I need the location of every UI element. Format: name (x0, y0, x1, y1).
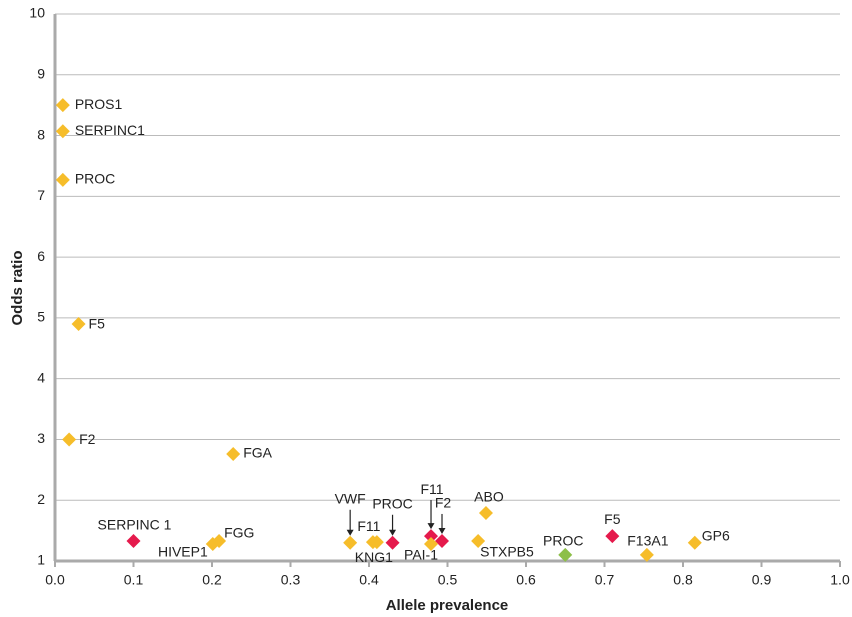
y-tick-label: 4 (37, 369, 45, 385)
point (687, 535, 702, 550)
point (369, 535, 384, 550)
point-label: F2 (435, 495, 452, 511)
arrow-head (346, 529, 354, 536)
point (62, 432, 77, 447)
point (478, 505, 493, 520)
x-tick-label: 0.2 (202, 572, 222, 588)
point (471, 533, 486, 548)
x-tick-label: 0.7 (595, 572, 615, 588)
point-label: PROC (75, 171, 115, 187)
y-tick-label: 7 (37, 187, 45, 203)
point-label: F5 (89, 316, 106, 332)
point (605, 529, 620, 544)
point-label: F13A1 (627, 533, 668, 549)
arrow-head (438, 527, 446, 534)
point (55, 172, 70, 187)
x-tick-label: 0.4 (359, 572, 379, 588)
point-label: FGG (224, 525, 254, 541)
y-tick-label: 5 (37, 309, 45, 325)
point-label: PROC (372, 495, 412, 511)
point (55, 98, 70, 113)
point (424, 529, 439, 544)
x-tick-label: 0.5 (438, 572, 458, 588)
point (639, 547, 654, 562)
point-label: PROC (543, 533, 583, 549)
x-tick-label: 0.8 (673, 572, 693, 588)
point (212, 533, 227, 548)
x-tick-label: 0.6 (516, 572, 536, 588)
point-label: VWF (335, 490, 366, 506)
point-label: GP6 (702, 527, 730, 543)
point (126, 533, 141, 548)
point-label: SERPINC 1 (98, 517, 172, 533)
point-label: FGA (243, 445, 272, 461)
x-tick-label: 0.3 (281, 572, 301, 588)
y-tick-label: 9 (37, 65, 45, 81)
y-tick-label: 8 (37, 126, 45, 142)
point (71, 316, 86, 331)
point-label: F11 (357, 518, 380, 534)
y-tick-label: 6 (37, 248, 45, 264)
arrow-head (389, 529, 397, 536)
x-axis-title: Allele prevalence (386, 597, 509, 614)
point (55, 124, 70, 139)
point-label: F11 (420, 481, 443, 497)
point (226, 447, 241, 462)
x-tick-label: 0.1 (124, 572, 144, 588)
y-tick-label: 3 (37, 430, 45, 446)
point (424, 536, 439, 551)
point-label: PROS1 (75, 96, 123, 112)
x-tick-label: 1.0 (830, 572, 850, 588)
point-label: PAI-1 (404, 547, 438, 563)
arrow-head (427, 523, 435, 530)
y-tick-label: 10 (29, 5, 45, 21)
point (343, 535, 358, 550)
point-label: F2 (79, 431, 96, 447)
point (435, 533, 450, 548)
point-label: KNG1 (355, 549, 393, 565)
point-label: SERPINC1 (75, 122, 145, 138)
point-label: HIVEP1 (158, 544, 208, 560)
point (385, 535, 400, 550)
y-tick-label: 1 (37, 552, 45, 568)
point-label: ABO (474, 489, 504, 505)
y-axis-title: Odds ratio (9, 250, 26, 325)
x-tick-label: 0.9 (752, 572, 772, 588)
x-tick-label: 0.0 (45, 572, 65, 588)
point-label: STXPB5 (480, 544, 534, 560)
point-label: F5 (604, 511, 621, 527)
y-tick-label: 2 (37, 491, 45, 507)
point (558, 547, 573, 562)
